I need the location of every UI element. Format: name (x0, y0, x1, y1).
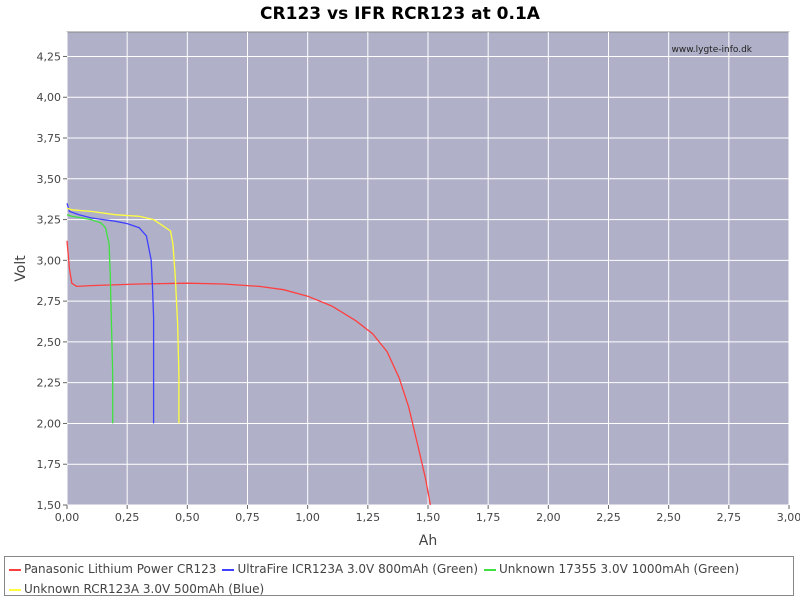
legend: Panasonic Lithium Power CR123 UltraFire I… (4, 556, 794, 596)
y-tick-label: 2,50 (37, 336, 62, 349)
y-axis-label: Volt (13, 255, 29, 282)
legend-label: Panasonic Lithium Power CR123 (24, 562, 217, 576)
legend-item: UltraFire ICR123A 3.0V 800mAh (Green) (222, 559, 478, 579)
watermark-text: www.lygte-info.dk (672, 45, 753, 55)
x-tick-label: 2,75 (717, 511, 742, 524)
y-tick-label: 3,00 (37, 254, 62, 267)
x-tick-label: 3,00 (777, 511, 800, 524)
legend-label: Unknown RCR123A 3.0V 500mAh (Blue) (24, 582, 265, 596)
x-tick-label: 0,75 (235, 511, 260, 524)
y-tick-label: 3,25 (37, 214, 62, 227)
grid-lines (66, 32, 790, 506)
y-tick-label: 4,00 (37, 91, 62, 104)
x-tick-label: 2,00 (536, 511, 561, 524)
series-line (66, 207, 180, 424)
x-tick-label: 1,50 (416, 511, 441, 524)
x-tick-label: 1,25 (356, 511, 381, 524)
axes: 0,00 0,25 0,50 0,75 1,00 1,25 1,50 1,75 2,00 2,25… (37, 50, 800, 524)
x-tick-label: 2,25 (596, 511, 621, 524)
y-tick-label: 3,75 (37, 132, 62, 145)
x-tick-label: 2,50 (656, 511, 681, 524)
legend-item: Panasonic Lithium Power CR123 (9, 559, 216, 579)
y-tick-label: 1,50 (37, 499, 62, 512)
chart-title: CR123 vs IFR RCR123 at 0.1A (260, 4, 540, 24)
legend-label: UltraFire ICR123A 3.0V 800mAh (Green) (237, 562, 479, 576)
legend-label: Unknown 17355 3.0V 1000mAh (Green) (499, 562, 740, 576)
series-line (66, 214, 114, 424)
x-tick-label: 0,50 (175, 511, 200, 524)
legend-swatch (9, 588, 21, 591)
y-tick-label: 2,25 (37, 377, 62, 390)
y-tick-label: 2,00 (37, 417, 62, 430)
legend-item: Unknown RCR123A 3.0V 500mAh (Blue) (9, 579, 264, 599)
legend-swatch (9, 568, 21, 571)
y-tick-label: 3,50 (37, 173, 62, 186)
x-axis-label: Ah (419, 533, 437, 549)
series-line (66, 203, 155, 424)
x-tick-label: 1,75 (476, 511, 501, 524)
series-line (66, 240, 432, 506)
legend-swatch (222, 568, 235, 571)
y-tick-label: 4,25 (37, 50, 62, 63)
legend-item: Unknown 17355 3.0V 1000mAh (Green) (484, 559, 739, 579)
y-tick-label: 2,75 (37, 295, 62, 308)
x-tick-label: 0,25 (115, 511, 140, 524)
series-layer (66, 203, 432, 506)
x-tick-label: 1,00 (295, 511, 320, 524)
legend-swatch (484, 568, 497, 571)
x-tick-label: 0,00 (55, 511, 80, 524)
y-tick-label: 1,75 (37, 458, 62, 471)
